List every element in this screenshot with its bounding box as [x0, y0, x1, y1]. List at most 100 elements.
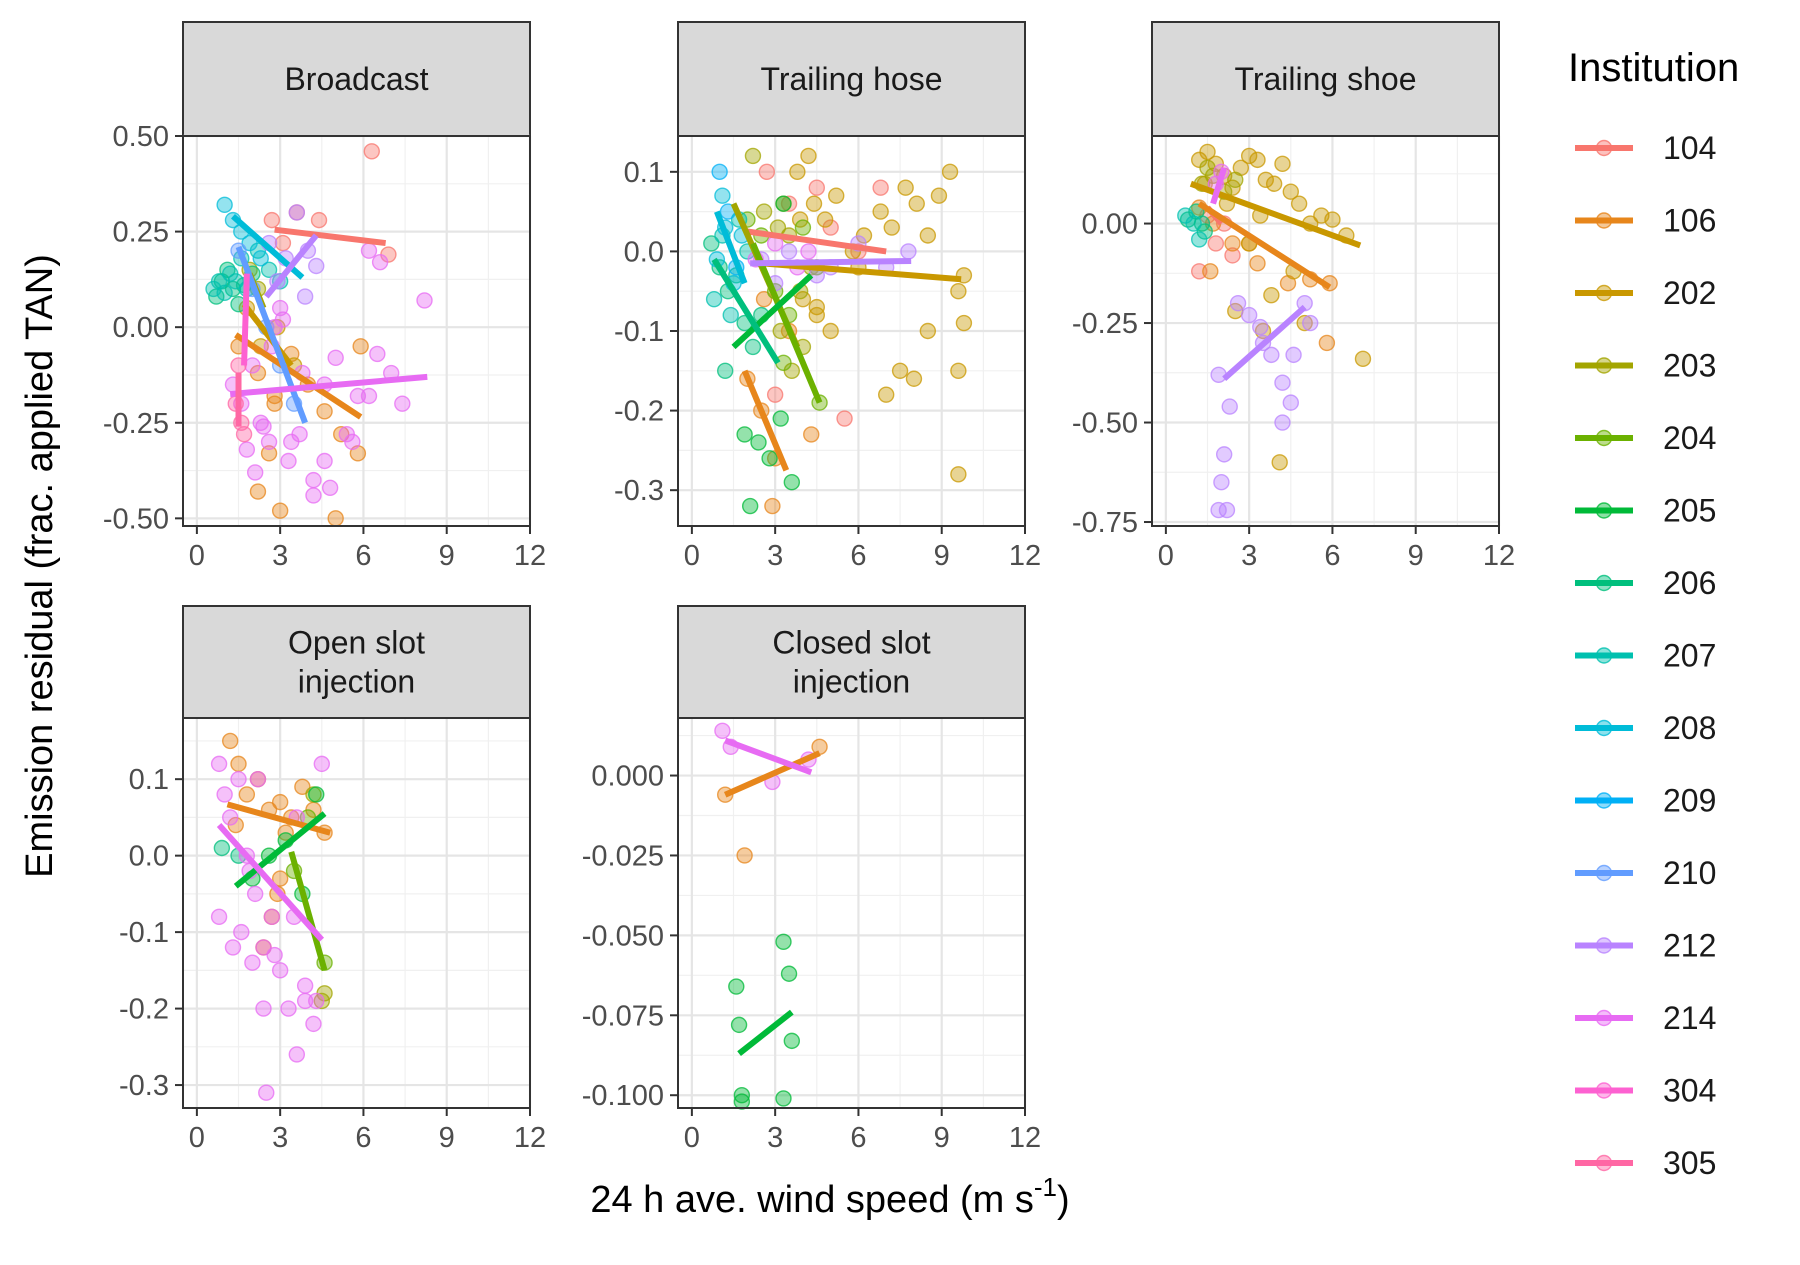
- data-point-207: [216, 284, 233, 301]
- trend-line-208: [714, 210, 748, 285]
- data-point-207: [722, 306, 739, 324]
- data-point-202: [950, 362, 967, 379]
- data-point-214: [321, 479, 339, 496]
- data-point-106: [736, 847, 753, 864]
- trend-line-214: [229, 373, 428, 398]
- data-point-214: [271, 962, 289, 979]
- data-point-214: [800, 243, 817, 260]
- data-point-214: [255, 418, 272, 435]
- data-point-207: [1185, 215, 1202, 232]
- data-point-214: [249, 770, 267, 788]
- x-tick-label: 6: [850, 540, 866, 572]
- trend-line-212: [263, 233, 319, 299]
- data-point-214: [244, 954, 261, 971]
- x-tick-label: 3: [767, 540, 783, 572]
- panel-1: Broadcast 0.50 0.25 0.00 -0.25 -0.50 0 3 6 9 12: [103, 21, 546, 572]
- data-point-106: [327, 510, 344, 527]
- data-point-212: [1221, 398, 1238, 415]
- data-point-202: [800, 147, 817, 165]
- data-point-106: [333, 426, 350, 443]
- data-point-209: [711, 163, 728, 181]
- facet-title: Closed slot: [772, 625, 930, 661]
- data-point-203: [744, 147, 762, 165]
- data-point-207: [1190, 231, 1208, 248]
- data-point-214: [305, 487, 322, 504]
- data-point-202: [878, 386, 895, 403]
- data-point-104: [310, 211, 328, 229]
- data-point-202: [905, 370, 923, 387]
- legend-key-point: [1595, 1082, 1613, 1099]
- data-point-106: [316, 403, 333, 420]
- x-tick-label: 3: [272, 540, 288, 572]
- x-tick-label: 0: [189, 1122, 205, 1154]
- data-point-106: [230, 755, 247, 773]
- data-point-214: [714, 722, 731, 739]
- data-point-212: [1240, 306, 1258, 324]
- data-point-212: [1252, 318, 1269, 336]
- data-point-202: [1199, 143, 1216, 161]
- data-point-202: [883, 219, 900, 236]
- data-point-205: [775, 1090, 792, 1107]
- x-axis-title: 24 h ave. wind speed (m s-1): [590, 1172, 1069, 1221]
- y-tick-label: -0.75: [1072, 507, 1138, 539]
- data-point-208: [714, 187, 731, 204]
- data-point-214: [416, 292, 433, 309]
- data-point-106: [352, 338, 369, 355]
- data-point-202: [1296, 314, 1313, 332]
- y-tick-label: 0.25: [113, 217, 169, 249]
- data-point-214: [233, 923, 250, 941]
- data-point-214: [258, 1084, 275, 1101]
- x-tick-label: 12: [514, 540, 546, 572]
- data-point-214: [221, 809, 239, 826]
- y-tick-label: 0.00: [113, 312, 169, 344]
- facet-strip: [677, 21, 1026, 137]
- y-tick-label: -0.100: [582, 1080, 664, 1112]
- y-axis-title: Emission residual (frac. applied TAN): [19, 254, 61, 878]
- data-point-214: [327, 349, 344, 366]
- legend-key-point: [1595, 574, 1613, 592]
- legend-label: 204: [1663, 420, 1716, 456]
- data-point-205: [775, 933, 792, 950]
- legend-item-203: 203: [1575, 348, 1716, 384]
- panel-background: [1152, 136, 1499, 526]
- data-point-214: [280, 1000, 297, 1017]
- trend-line-214: [1210, 166, 1228, 205]
- data-point-212: [1263, 346, 1280, 364]
- facet-strip: [182, 605, 531, 719]
- data-point-207: [705, 290, 723, 308]
- data-point-106: [271, 870, 289, 887]
- x-tick-label: 0: [684, 540, 700, 572]
- legend-item-214: 214: [1575, 1000, 1716, 1036]
- legend-item-204: 204: [1575, 420, 1716, 456]
- y-tick-label: -0.2: [614, 396, 664, 428]
- x-tick-label: 0: [1158, 540, 1174, 572]
- data-point-214: [291, 426, 308, 443]
- y-tick-label: -0.50: [103, 503, 169, 535]
- data-point-207: [260, 261, 278, 279]
- data-point-202: [955, 314, 973, 332]
- data-point-202: [919, 227, 937, 244]
- data-point-214: [308, 992, 325, 1010]
- data-point-214: [369, 345, 386, 363]
- data-point-202: [908, 195, 925, 212]
- data-point-206: [744, 338, 762, 356]
- trend-line-214: [216, 823, 325, 942]
- trend-line-104: [274, 226, 387, 247]
- data-point-106: [238, 786, 256, 803]
- legend-title: Institution: [1568, 46, 1739, 90]
- data-point-206: [213, 839, 231, 857]
- legend-label: 304: [1663, 1073, 1716, 1109]
- legend-key-point: [1595, 719, 1613, 737]
- data-point-214: [255, 939, 272, 956]
- data-point-202: [1271, 454, 1288, 471]
- legend-item-202: 202: [1575, 275, 1716, 311]
- x-tick-label: 0: [189, 540, 205, 572]
- data-point-214: [305, 471, 322, 489]
- data-point-214: [263, 908, 281, 926]
- x-tick-label: 6: [355, 1122, 371, 1154]
- legend-key-point: [1595, 937, 1613, 954]
- trend-line-214: [724, 737, 813, 776]
